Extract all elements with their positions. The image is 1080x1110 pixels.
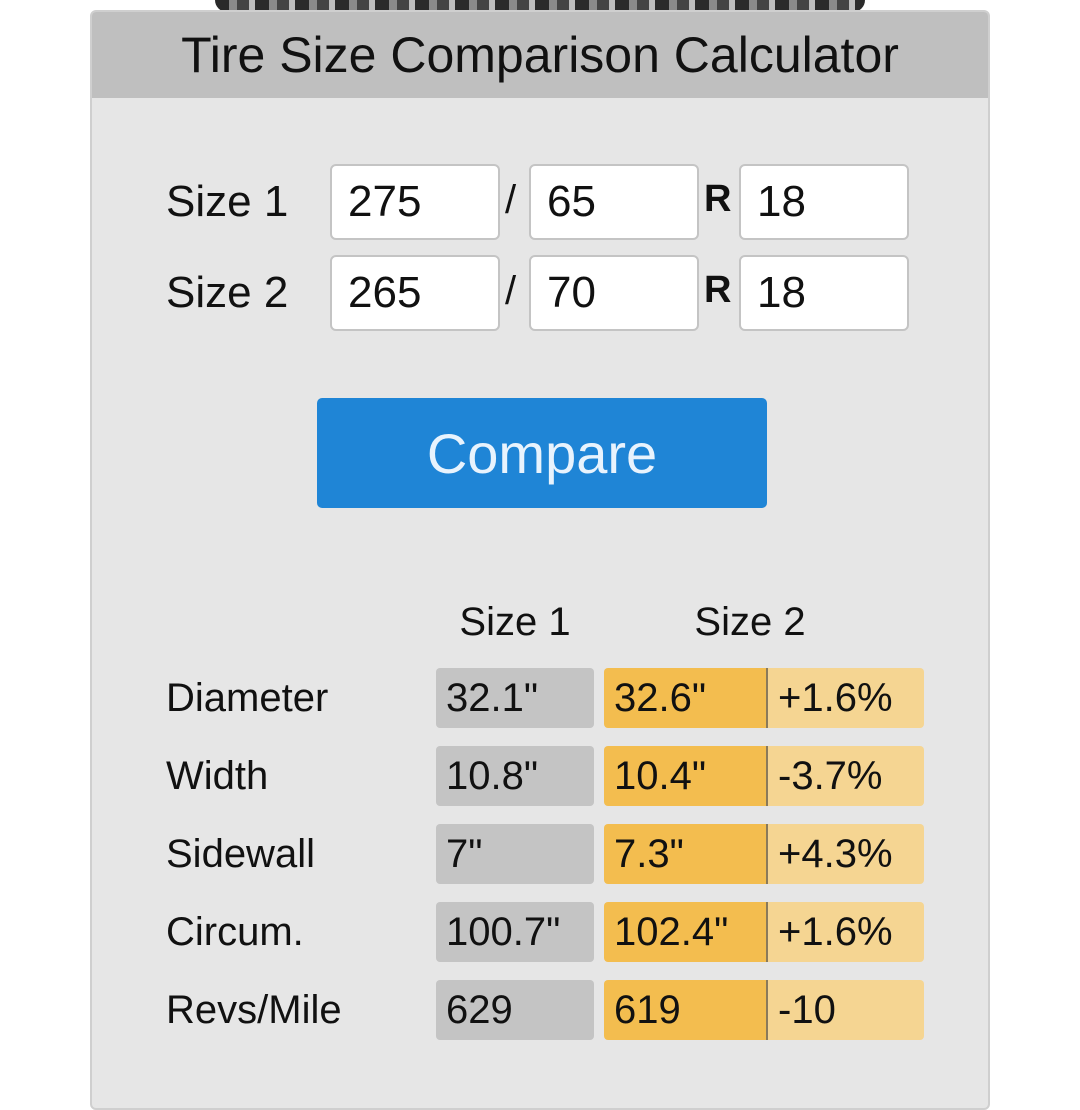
result-size1-value: 100.7"	[436, 902, 594, 962]
calculator-header: Tire Size Comparison Calculator	[92, 12, 988, 98]
compare-button[interactable]: Compare	[317, 398, 767, 508]
size1-width-input[interactable]	[330, 164, 500, 240]
result-diff-value: -10	[766, 980, 924, 1040]
result-size1-value: 629	[436, 980, 594, 1040]
result-size1-value: 10.8"	[436, 746, 594, 806]
result-diff-value: +1.6%	[766, 902, 924, 962]
result-size2-value: 619	[604, 980, 766, 1040]
size2-rim-input[interactable]	[739, 255, 909, 331]
result-size2-value: 10.4"	[604, 746, 766, 806]
result-size1-value: 7"	[436, 824, 594, 884]
result-row-circumference: Circum. 100.7" 102.4" +1.6%	[92, 902, 988, 962]
size1-label: Size 1	[166, 177, 289, 226]
size1-aspect-input[interactable]	[529, 164, 699, 240]
result-label: Sidewall	[166, 832, 315, 876]
result-size2-value: 102.4"	[604, 902, 766, 962]
calculator-card: Tire Size Comparison Calculator Size 1 /…	[90, 10, 990, 1110]
result-size2-value: 32.6"	[604, 668, 766, 728]
result-label: Width	[166, 754, 269, 798]
tire-image-strip	[215, 0, 865, 12]
size2-slash: /	[505, 269, 517, 313]
results-header-size2: Size 2	[694, 600, 806, 644]
result-label: Revs/Mile	[166, 988, 342, 1032]
result-size2-value: 7.3"	[604, 824, 766, 884]
result-label: Diameter	[166, 676, 329, 720]
size1-rim-prefix: R	[704, 178, 732, 220]
results-header-size1: Size 1	[459, 600, 571, 644]
result-size1-value: 32.1"	[436, 668, 594, 728]
size2-aspect-input[interactable]	[529, 255, 699, 331]
result-row-width: Width 10.8" 10.4" -3.7%	[92, 746, 988, 806]
size2-rim-prefix: R	[704, 269, 732, 311]
result-row-sidewall: Sidewall 7" 7.3" +4.3%	[92, 824, 988, 884]
result-diff-value: -3.7%	[766, 746, 924, 806]
size2-row: Size 2 / R	[92, 255, 988, 331]
result-diff-value: +4.3%	[766, 824, 924, 884]
size2-label: Size 2	[166, 268, 289, 317]
result-row-diameter: Diameter 32.1" 32.6" +1.6%	[92, 668, 988, 728]
size1-rim-input[interactable]	[739, 164, 909, 240]
calculator-title: Tire Size Comparison Calculator	[181, 27, 899, 83]
result-label: Circum.	[166, 910, 304, 954]
size2-width-input[interactable]	[330, 255, 500, 331]
result-row-revs-per-mile: Revs/Mile 629 619 -10	[92, 980, 988, 1040]
size1-slash: /	[505, 178, 517, 222]
size1-row: Size 1 / R	[92, 164, 988, 240]
result-diff-value: +1.6%	[766, 668, 924, 728]
